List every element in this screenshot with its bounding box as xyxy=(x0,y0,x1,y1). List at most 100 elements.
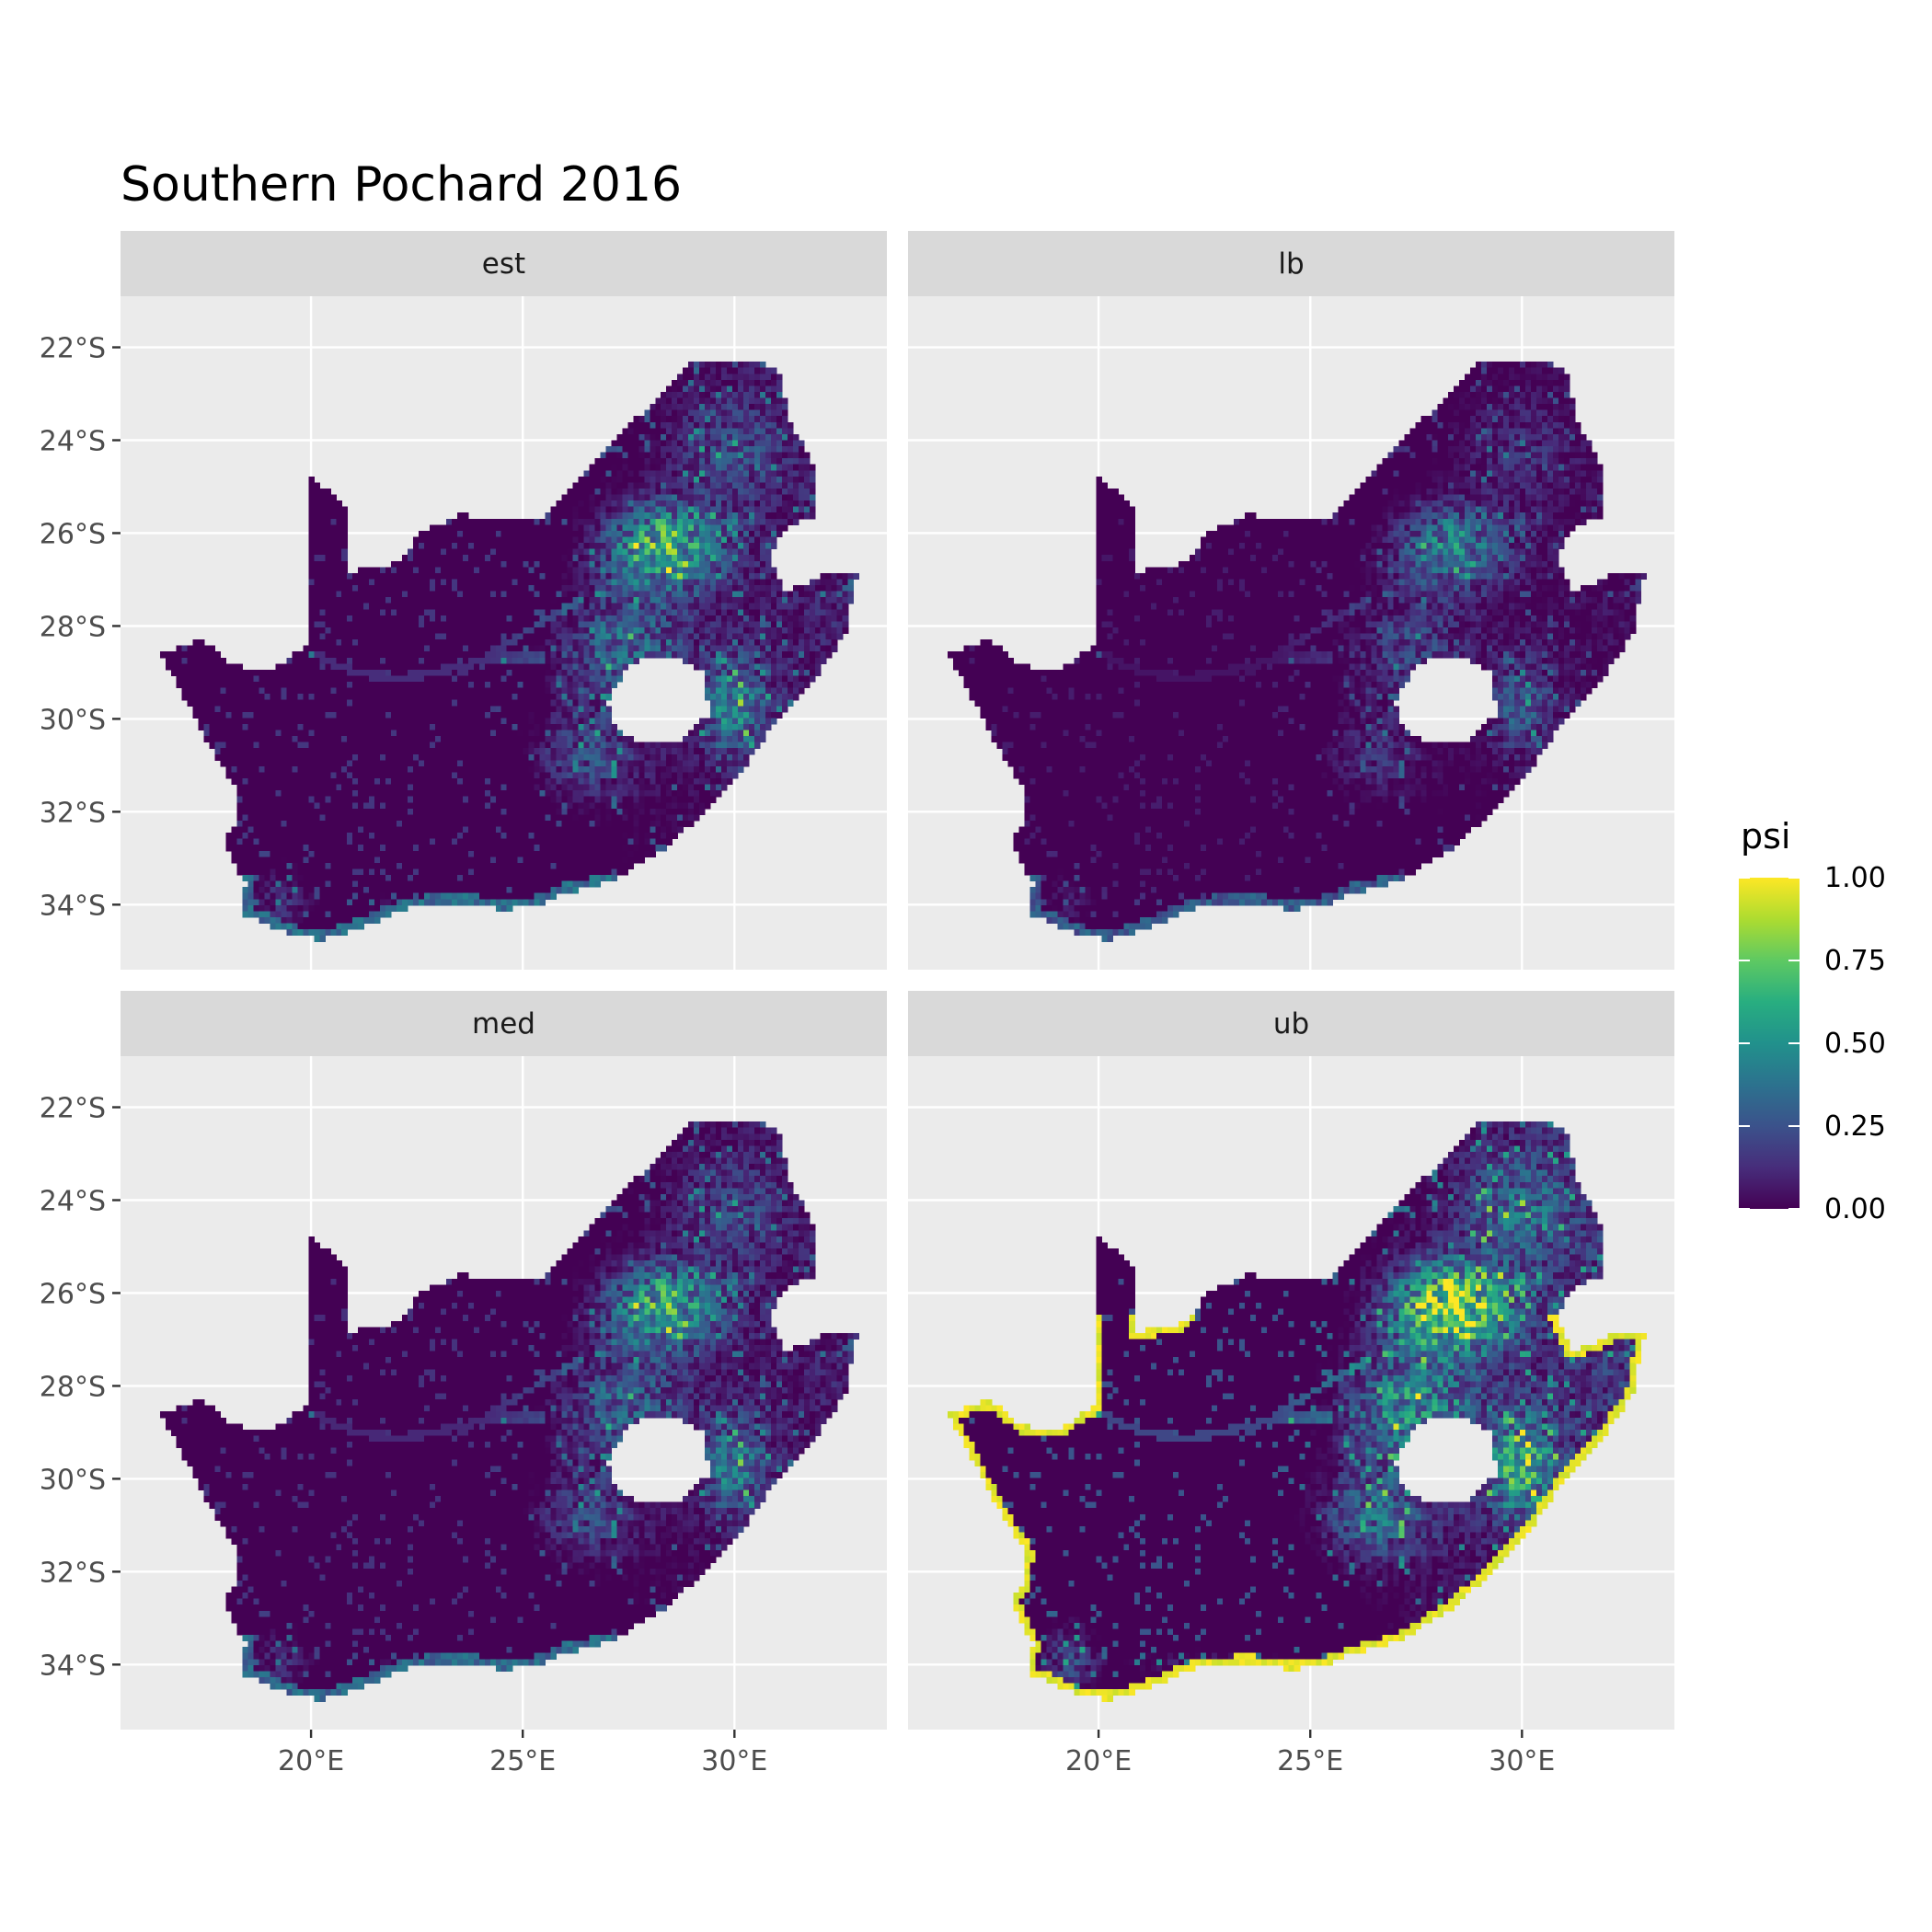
psi-cell xyxy=(369,797,375,803)
psi-cell xyxy=(611,573,617,580)
psi-cell xyxy=(264,911,270,917)
psi-cell xyxy=(275,845,282,851)
psi-cell xyxy=(546,682,552,688)
psi-cell xyxy=(463,592,469,598)
psi-cell xyxy=(633,465,639,471)
psi-cell xyxy=(479,597,486,604)
psi-cell xyxy=(573,651,580,658)
psi-cell xyxy=(297,718,304,724)
psi-cell xyxy=(270,911,276,917)
psi-cell xyxy=(650,543,656,549)
psi-cell xyxy=(248,754,255,761)
psi-cell xyxy=(297,658,304,664)
psi-cell xyxy=(568,537,574,544)
psi-cell xyxy=(358,718,364,724)
psi-cell xyxy=(661,785,667,791)
psi-cell xyxy=(330,736,337,742)
psi-cell xyxy=(374,833,381,839)
psi-cell xyxy=(319,863,326,869)
psi-cell xyxy=(666,615,673,622)
psi-cell xyxy=(419,682,425,688)
psi-cell xyxy=(424,609,431,615)
psi-cell xyxy=(638,561,645,568)
psi-cell xyxy=(540,724,546,730)
psi-cell xyxy=(446,519,453,525)
psi-cell xyxy=(391,827,397,834)
psi-cell xyxy=(557,845,563,851)
psi-cell xyxy=(535,772,541,778)
psi-cell xyxy=(303,646,309,652)
psi-cell xyxy=(281,742,287,749)
psi-cell xyxy=(248,706,255,712)
psi-cell xyxy=(638,567,645,573)
psi-cell xyxy=(413,748,420,754)
psi-cell xyxy=(568,592,574,598)
psi-cell xyxy=(281,814,287,821)
psi-cell xyxy=(650,573,656,580)
psi-cell xyxy=(562,887,569,893)
psi-cell xyxy=(644,507,650,513)
psi-cell xyxy=(325,507,331,513)
psi-cell xyxy=(573,839,580,845)
psi-cell xyxy=(210,712,216,719)
psi-cell xyxy=(210,724,216,730)
psi-cell xyxy=(330,663,337,670)
psi-cell xyxy=(638,428,645,434)
psi-cell xyxy=(540,760,546,766)
psi-cell xyxy=(562,579,569,585)
psi-cell xyxy=(363,651,370,658)
psi-cell xyxy=(452,615,458,622)
psi-cell xyxy=(243,821,249,827)
psi-cell xyxy=(341,790,348,797)
psi-cell xyxy=(286,778,293,785)
psi-cell xyxy=(627,573,634,580)
psi-cell xyxy=(457,585,464,592)
psi-cell xyxy=(616,851,623,857)
psi-cell xyxy=(479,604,486,610)
psi-cell xyxy=(644,470,650,477)
psi-cell xyxy=(303,802,309,809)
psi-cell xyxy=(243,809,249,815)
psi-cell xyxy=(546,543,552,549)
psi-cell xyxy=(633,561,639,568)
psi-cell xyxy=(557,839,563,845)
psi-cell xyxy=(336,604,342,610)
psi-cell xyxy=(397,760,403,766)
psi-cell xyxy=(573,730,580,737)
psi-cell xyxy=(535,658,541,664)
psi-cell xyxy=(468,694,475,700)
psi-cell xyxy=(562,718,569,724)
psi-cell xyxy=(600,833,606,839)
psi-cell xyxy=(243,718,249,724)
psi-cell xyxy=(243,911,249,917)
psi-cell xyxy=(308,477,315,483)
psi-cell xyxy=(419,887,425,893)
psi-cell xyxy=(540,881,546,888)
psi-cell xyxy=(557,857,563,863)
psi-cell xyxy=(341,507,348,513)
psi-cell xyxy=(568,597,574,604)
psi-cell xyxy=(573,736,580,742)
psi-cell xyxy=(237,772,244,778)
psi-cell xyxy=(551,609,558,615)
psi-cell xyxy=(578,658,584,664)
psi-cell xyxy=(270,754,276,761)
psi-cell xyxy=(661,524,667,531)
psi-cell xyxy=(336,868,342,875)
psi-cell xyxy=(616,440,623,446)
psi-cell xyxy=(622,868,628,875)
psi-cell xyxy=(275,682,282,688)
psi-cell xyxy=(529,524,535,531)
psi-cell xyxy=(308,875,315,881)
psi-cell xyxy=(424,531,431,537)
psi-cell xyxy=(507,639,513,646)
psi-cell xyxy=(518,893,524,900)
psi-cell xyxy=(336,911,342,917)
psi-cell xyxy=(408,639,414,646)
psi-cell xyxy=(463,730,469,737)
psi-cell xyxy=(232,766,238,773)
psi-cell xyxy=(633,772,639,778)
psi-cell xyxy=(452,592,458,598)
psi-cell xyxy=(314,634,320,640)
psi-cell xyxy=(446,712,453,719)
